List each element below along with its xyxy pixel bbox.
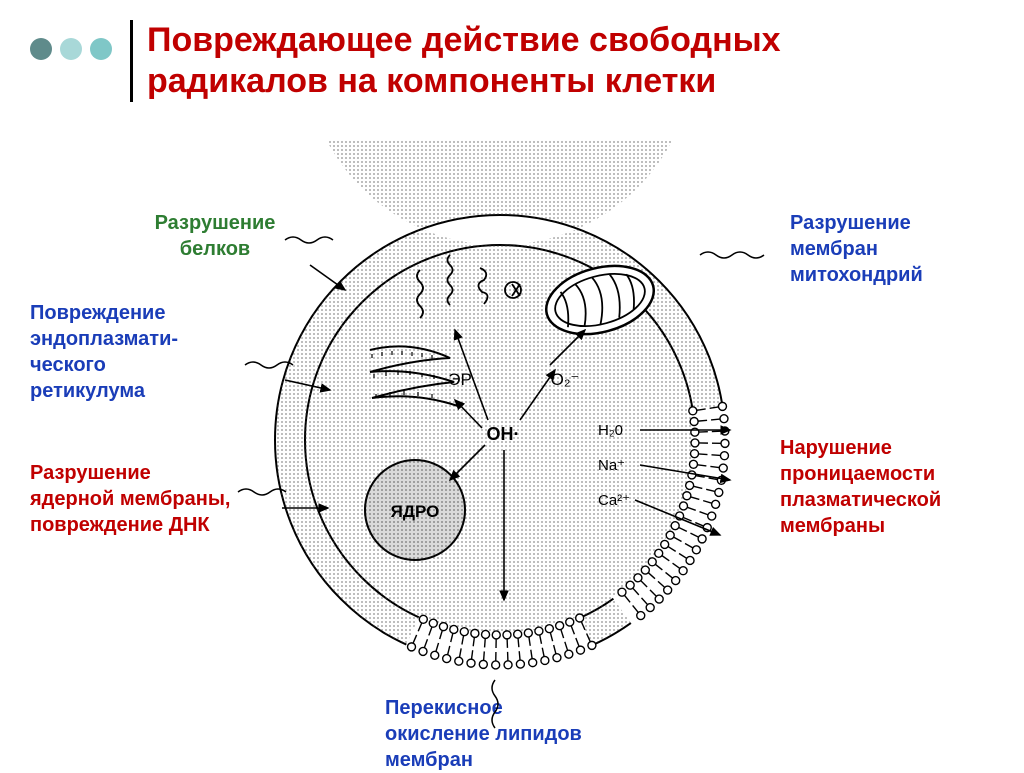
na-label: Na⁺ — [598, 457, 625, 474]
title-line1: Повреждающее действие свободных — [147, 20, 781, 61]
bullet-3 — [90, 38, 112, 60]
o2-label: O₂⁻ — [551, 370, 580, 389]
decorative-bullets — [30, 38, 112, 60]
cell-diagram: Разрушениебелков Повреждениеэндоплазмати… — [0, 140, 1024, 740]
title-block: Повреждающее действие свободных радикало… — [130, 20, 781, 102]
bullet-2 — [60, 38, 82, 60]
er-short-label: ЭР — [448, 370, 472, 389]
nucleus-label: ЯДРО — [391, 502, 440, 521]
cell-svg: ЯДРО OH· ЭР O₂⁻ H₂0 Na⁺ Ca²⁺ — [0, 140, 1024, 740]
ca-label: Ca²⁺ — [598, 492, 630, 509]
oh-label: OH· — [487, 424, 520, 444]
h2o-label: H₂0 — [598, 422, 623, 439]
title-line2: радикалов на компоненты клетки — [147, 61, 781, 102]
bullet-1 — [30, 38, 52, 60]
